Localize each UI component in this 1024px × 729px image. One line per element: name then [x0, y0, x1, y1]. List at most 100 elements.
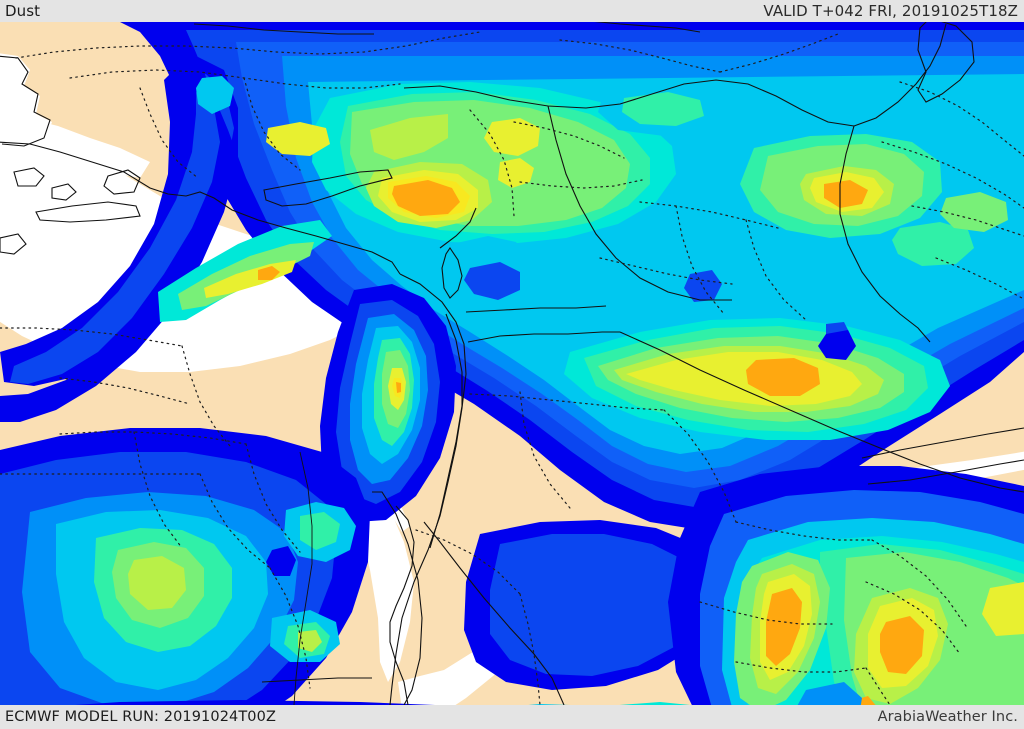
coast-blacksea — [594, 22, 701, 33]
island-cyprus — [263, 169, 393, 207]
dust-nile-green-strip — [300, 512, 340, 550]
coast-gulf-south — [867, 459, 1024, 485]
dust-sea-yellow-right — [982, 582, 1024, 636]
dotted-saudi-1 — [469, 393, 665, 411]
dust-core-iraq-orange — [746, 358, 820, 396]
coast-gulf-north — [861, 427, 1024, 459]
dust-core-zagros-orange — [824, 180, 868, 208]
dotted-syria-gov-2 — [513, 121, 625, 159]
dotted-saudi-5 — [871, 539, 967, 627]
dust-plume-levant-l12 — [396, 382, 401, 393]
dust-yemen-core-l12 — [766, 588, 802, 666]
coast-sinai — [389, 505, 415, 705]
dust-spot-syria-yellow-a — [266, 122, 330, 156]
map-viewport[interactable] — [0, 22, 1024, 705]
island-crete — [35, 201, 141, 223]
dotted-egypt-1 — [59, 431, 247, 445]
border-jordan-east — [465, 305, 607, 313]
border-turkey-north-inner — [193, 23, 374, 35]
dotted-oman-1 — [865, 581, 961, 655]
dust-contour-layer — [0, 22, 1024, 705]
footer-bar: ECMWF MODEL RUN: 20191024T00Z ArabiaWeat… — [0, 705, 1024, 729]
dust-bottom-band-spring — [619, 702, 690, 705]
dust-sea-blue-gap — [797, 682, 862, 705]
dotted-saudi-3 — [663, 409, 737, 523]
coast-levant — [389, 273, 467, 705]
dust-spot-gulf-deep — [818, 330, 856, 360]
dust-band-turkey-sw-l2 — [10, 92, 220, 384]
dust-spot-aegean-orange — [258, 266, 280, 280]
red-sea-upper — [360, 492, 414, 682]
page-title: Dust — [5, 2, 41, 20]
dust-bottom-band-cyan — [528, 704, 570, 705]
aegean-channel — [20, 118, 150, 178]
dust-spot-syria-yellow-c — [498, 158, 534, 188]
model-run-label: ECMWF MODEL RUN: 20191024T00Z — [5, 709, 276, 725]
border-jordan-saudi — [467, 331, 620, 343]
border-deadsea — [441, 247, 463, 299]
dotted-syria-gov-3 — [519, 179, 643, 189]
dotted-egypt-6 — [269, 567, 311, 689]
border-lebanon-syria — [439, 207, 477, 249]
dotted-yemen-1 — [699, 601, 833, 625]
dust-band-l1-medarc — [0, 58, 232, 386]
dotted-iraq-gov-4 — [599, 257, 733, 285]
geography-dotted-layer — [0, 31, 1024, 705]
dust-map-canvas[interactable] — [0, 22, 1024, 705]
dust-spot-syria-yellow-b — [484, 118, 540, 156]
dotted-turkey-provinces-5 — [559, 39, 721, 73]
dust-core-syria-l9 — [370, 114, 448, 160]
dotted-libya-2 — [59, 377, 191, 405]
island-aegean-a — [13, 167, 45, 187]
border-turkey-syria — [403, 79, 855, 127]
dotted-iran-prov-3 — [911, 205, 1024, 237]
dotted-turkey-provinces-4 — [243, 77, 301, 171]
dust-spot-turkey-ne-green — [622, 92, 704, 126]
dust-blob-turkey-cyan — [196, 76, 234, 114]
dust-egypt-l9 — [128, 556, 186, 610]
dust-levant-coast-blue — [464, 262, 520, 300]
border-nile — [293, 451, 313, 705]
dotted-iraq-gov-3 — [745, 219, 807, 321]
border-jordan-israel — [429, 313, 463, 549]
dotted-egypt-5 — [199, 473, 271, 569]
border-iraq-saudi — [619, 331, 1024, 493]
dotted-egypt-3 — [245, 443, 301, 553]
island-aegean-b — [51, 183, 77, 201]
island-aegean-c — [0, 233, 27, 255]
dotted-yemen-2 — [735, 661, 867, 673]
dotted-turkey-provinces-3 — [139, 87, 199, 179]
dotted-iran-prov-1 — [899, 81, 1024, 157]
dust-spot-near-iraqborder — [684, 270, 722, 302]
coast-redsea-west — [372, 491, 423, 705]
dust-spot-zagros-green3 — [940, 192, 1008, 232]
header-bar: Dust VALID T+042 FRI, 20191025T18Z — [0, 0, 1024, 22]
dust-egypt-dark-spot — [266, 546, 296, 576]
coast-caspian — [917, 22, 975, 103]
dotted-north-africa-1 — [0, 327, 183, 347]
border-turkey-iran — [853, 23, 947, 127]
geography-layer — [0, 22, 1024, 705]
dotted-turkey-provinces-6 — [719, 33, 839, 73]
attribution-label: ArabiaWeather Inc. — [877, 709, 1018, 725]
dust-spot-jordan-cyan — [516, 246, 560, 278]
border-syria-iraq — [547, 105, 732, 301]
dust-oman-core-l12 — [880, 616, 924, 674]
dust-egypt-small-yellow1 — [298, 630, 322, 652]
dotted-saudi-4 — [735, 521, 873, 541]
dotted-sinai-2 — [519, 593, 541, 705]
dotted-iraq-gov-1 — [639, 201, 779, 229]
dust-core-syria-l12 — [392, 180, 460, 216]
dotted-saudi-2 — [519, 391, 571, 509]
island-rhodes — [103, 169, 141, 195]
coast-turkey-south — [0, 141, 401, 275]
dust-bottom-band-blue — [75, 700, 435, 705]
dotted-libya-1 — [181, 345, 231, 447]
dust-plume-aegean-tongue-l1 — [0, 56, 238, 422]
dotted-syria-gov-1 — [469, 109, 515, 217]
dust-saudi-central-l2 — [490, 534, 704, 676]
border-iraq-iran — [839, 125, 931, 343]
coast-turkey-aegean — [0, 55, 51, 147]
dust-spot-zagros-green2 — [892, 222, 974, 266]
